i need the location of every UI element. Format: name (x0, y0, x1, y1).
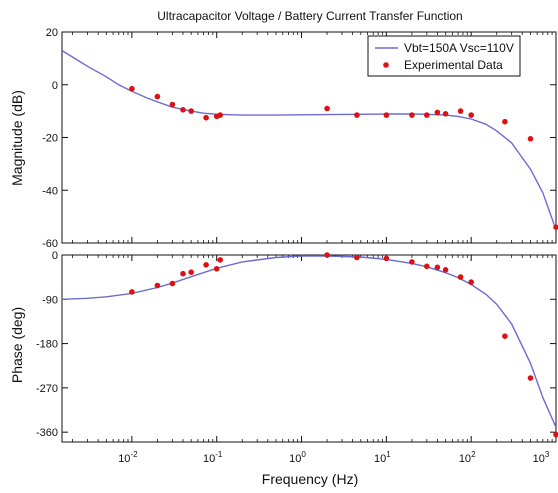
chart-title: Ultracapacitor Voltage / Battery Current… (157, 9, 462, 23)
mag-data-point (383, 112, 390, 118)
mag-model-curve (62, 49, 556, 231)
mag-data-point (324, 105, 330, 112)
legend: Vbt=150A Vsc=110V Experimental Data (367, 35, 521, 77)
phase-data-point (553, 431, 558, 438)
phase-data-point (129, 289, 135, 295)
phase-data-point (169, 280, 176, 287)
phase-y-tick-label: -270 (36, 383, 58, 395)
x-tick-label: 100 (289, 450, 306, 465)
mag-data-point (457, 108, 464, 114)
phase-data-point (324, 252, 330, 258)
phase-data-point (468, 279, 475, 285)
mag-data-point (129, 85, 135, 92)
mag-data-point (434, 109, 441, 116)
x-tick-label: 101 (374, 450, 391, 465)
phase-data-point (434, 264, 441, 271)
magnitude-y-axis-label: Magnitude (dB) (9, 90, 25, 186)
phase-data-point (154, 282, 161, 289)
phase-data-point (424, 263, 430, 270)
legend-dot-swatch (383, 62, 389, 68)
phase-data-point (213, 266, 220, 272)
mag-data-point (442, 111, 449, 117)
phase-y-axis-label: Phase (deg) (9, 307, 25, 383)
mag-data-point (180, 107, 186, 113)
magnitude-panel: 20 0 -20 -40 -60 (42, 27, 558, 250)
phase-data-point (180, 270, 186, 277)
mag-data-point (502, 118, 508, 125)
legend-data-label: Experimental Data (404, 58, 503, 72)
mag-data-point (188, 108, 194, 114)
phase-panel: 10-2 10-1 100 101 102 103 0 -90 -180 -270 -360 (36, 250, 558, 465)
mag-data-point (354, 112, 360, 118)
mag-data-point (553, 224, 558, 230)
phase-data-point (217, 257, 223, 263)
phase-y-tick-label: -90 (42, 294, 58, 306)
phase-y-tick-label: -360 (36, 427, 58, 439)
mag-data-point (203, 114, 209, 121)
mag-data-point (169, 101, 176, 108)
x-tick-label: 10-2 (118, 450, 138, 465)
phase-y-tick-label: -180 (36, 339, 58, 351)
mag-data-point (424, 112, 430, 118)
mag-data-point (468, 112, 475, 118)
mag-y-tick-label: 0 (52, 80, 58, 92)
mag-data-point (154, 93, 161, 100)
x-tick-label: 103 (533, 450, 550, 465)
legend-box (367, 35, 521, 77)
mag-data-point (217, 112, 223, 118)
phase-data-point (383, 255, 390, 262)
phase-data-point (502, 333, 508, 340)
phase-data-point (457, 274, 464, 280)
mag-data-point (409, 112, 415, 118)
phase-data-point (354, 254, 360, 261)
x-tick-label: 102 (459, 450, 476, 465)
legend-model-label: Vbt=150A Vsc=110V (404, 41, 514, 55)
mag-y-tick-label: -60 (42, 238, 58, 250)
mag-y-tick-label: 20 (46, 27, 58, 39)
mag-data-point (527, 136, 534, 142)
phase-data-point (188, 269, 194, 276)
phase-data-point (442, 267, 449, 273)
phase-y-tick-label: 0 (52, 250, 58, 262)
phase-data-point (527, 375, 534, 381)
phase-plot-frame (61, 254, 557, 443)
x-axis-label: Frequency (Hz) (262, 471, 358, 487)
x-tick-label: 10-1 (203, 450, 223, 465)
mag-y-tick-label: -20 (42, 133, 58, 145)
phase-data-point (409, 259, 415, 265)
mag-y-tick-label: -40 (42, 185, 58, 197)
phase-data-point (203, 262, 209, 268)
